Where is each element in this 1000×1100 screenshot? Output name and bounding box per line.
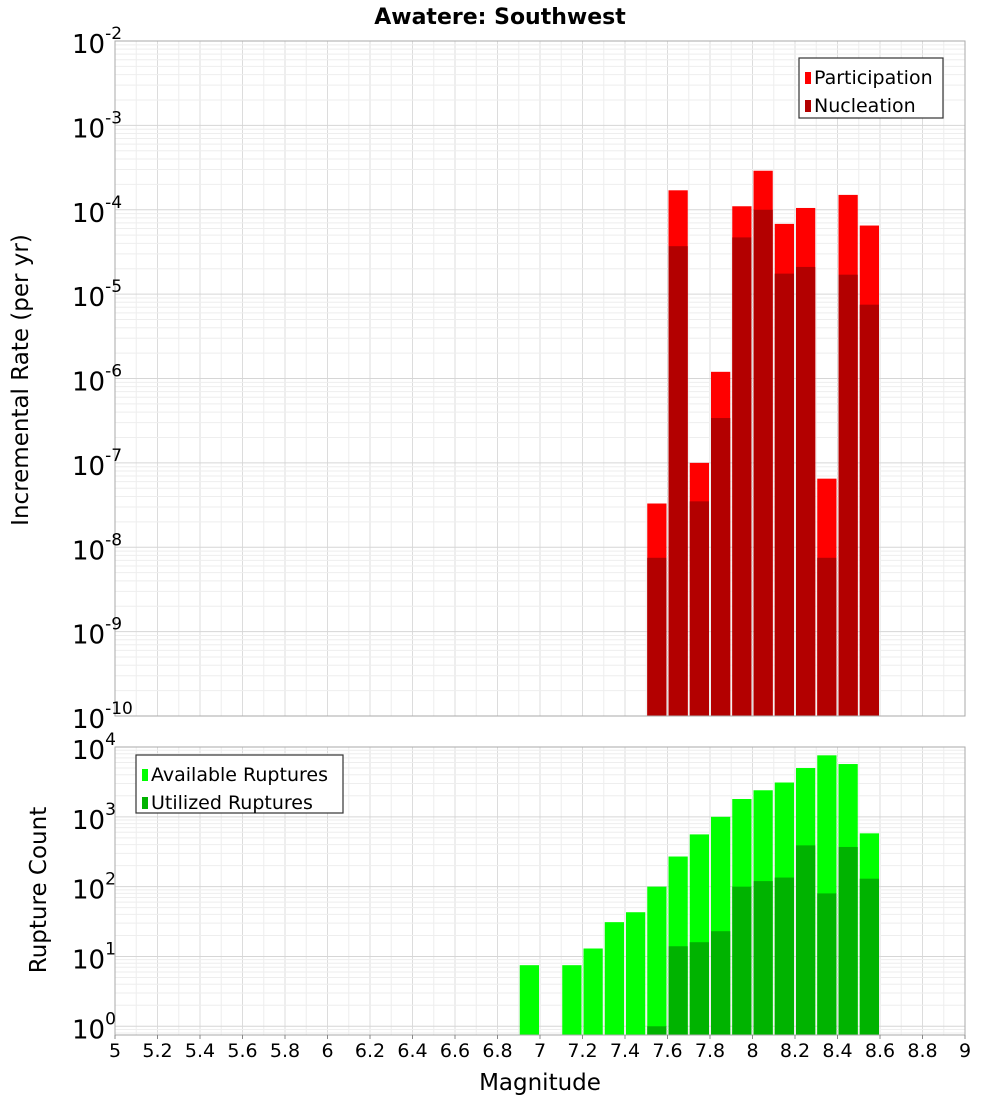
bar-nucleation <box>689 501 709 716</box>
legend: Available Ruptures Utilized Ruptures <box>135 754 344 814</box>
bar-utilized-ruptures <box>753 881 773 1035</box>
legend-box <box>135 754 344 814</box>
bar-utilized-ruptures <box>647 1026 667 1035</box>
legend-swatch <box>142 769 148 781</box>
bar-utilized-ruptures <box>838 846 858 1035</box>
y-tick-label: 100 <box>72 1009 116 1045</box>
bar-available-ruptures <box>626 912 646 1035</box>
bar-utilized-ruptures <box>796 845 816 1035</box>
x-tick-label: 5.8 <box>270 1040 300 1062</box>
legend-label: Participation <box>814 67 933 89</box>
bar-nucleation <box>796 266 816 716</box>
legend-label: Available Ruptures <box>151 764 328 786</box>
x-tick-label: 6 <box>321 1040 333 1062</box>
y-tick-label: 10-5 <box>72 277 122 313</box>
x-tick-label: 6.6 <box>440 1040 470 1062</box>
bottom-y-axis-label: Rupture Count <box>26 807 52 973</box>
bar-nucleation <box>647 557 667 716</box>
x-tick-label: 5.6 <box>227 1040 257 1062</box>
y-tick-label: 102 <box>72 870 116 906</box>
bar-nucleation <box>859 304 879 716</box>
y-tick-label: 10-9 <box>72 615 122 651</box>
top-y-axis-label: Incremental Rate (per yr) <box>8 234 34 526</box>
x-tick-label: 7.4 <box>610 1040 640 1062</box>
bar-nucleation <box>732 237 752 716</box>
y-tick-label: 10-8 <box>72 530 122 566</box>
bar-available-ruptures <box>562 965 582 1035</box>
bar-nucleation <box>753 209 773 716</box>
bar-available-ruptures <box>604 922 624 1035</box>
y-tick-label: 10-2 <box>72 24 122 60</box>
x-tick-label: 8.6 <box>865 1040 895 1062</box>
x-tick-label: 8.8 <box>907 1040 937 1062</box>
y-tick-label: 101 <box>72 939 116 975</box>
y-tick-label: 10-7 <box>72 446 122 482</box>
x-tick-label: 7 <box>534 1040 546 1062</box>
bar-nucleation <box>838 274 858 716</box>
bar-nucleation <box>774 273 794 716</box>
x-axis-label: Magnitude <box>479 1070 601 1096</box>
legend-swatch <box>805 100 811 112</box>
bar-utilized-ruptures <box>817 893 837 1035</box>
bar-nucleation <box>711 418 731 716</box>
x-tick-label: 5.4 <box>185 1040 215 1062</box>
chart-title: Awatere: Southwest <box>374 5 626 30</box>
x-tick-label: 5.2 <box>142 1040 172 1062</box>
x-tick-label: 6.8 <box>482 1040 512 1062</box>
bar-utilized-ruptures <box>859 878 879 1035</box>
bar-available-ruptures <box>647 886 667 1035</box>
y-tick-label: 10-6 <box>72 362 122 398</box>
legend-swatch <box>142 797 148 809</box>
legend-box <box>798 57 944 119</box>
y-tick-label: 10-10 <box>72 699 133 735</box>
x-tick-label: 7.8 <box>695 1040 725 1062</box>
legend-label: Nucleation <box>814 95 916 117</box>
x-tick-label: 7.6 <box>652 1040 682 1062</box>
bar-utilized-ruptures <box>711 931 731 1035</box>
bar-nucleation <box>817 557 837 716</box>
legend: Participation Nucleation <box>798 57 944 119</box>
x-tick-label: 6.2 <box>355 1040 385 1062</box>
x-tick-label: 9 <box>959 1040 971 1062</box>
x-tick-label: 8.4 <box>822 1040 852 1062</box>
bar-available-ruptures <box>583 948 603 1035</box>
top-panel: 10-2 10-3 10-4 10-5 10-6 10-7 10-8 10-9 10-10 Par… <box>72 24 966 735</box>
y-tick-label: 10-3 <box>72 108 122 144</box>
bar-utilized-ruptures <box>689 942 709 1035</box>
y-tick-label: 103 <box>72 800 116 836</box>
bar-available-ruptures <box>519 965 539 1035</box>
y-tick-label: 104 <box>72 730 116 766</box>
x-tick-label: 8.2 <box>780 1040 810 1062</box>
plot-frame <box>114 40 966 717</box>
x-tick-label: 6.4 <box>397 1040 427 1062</box>
legend-label: Utilized Ruptures <box>151 792 313 814</box>
bar-utilized-ruptures <box>668 946 688 1035</box>
bar-utilized-ruptures <box>732 886 752 1035</box>
x-tick-label: 5 <box>109 1040 121 1062</box>
x-tick-label: 7.2 <box>567 1040 597 1062</box>
bar-utilized-ruptures <box>774 877 794 1035</box>
y-tick-label: 10-4 <box>72 193 122 229</box>
legend-swatch <box>805 72 811 84</box>
x-tick-label: 8 <box>746 1040 758 1062</box>
bar-nucleation <box>668 246 688 716</box>
